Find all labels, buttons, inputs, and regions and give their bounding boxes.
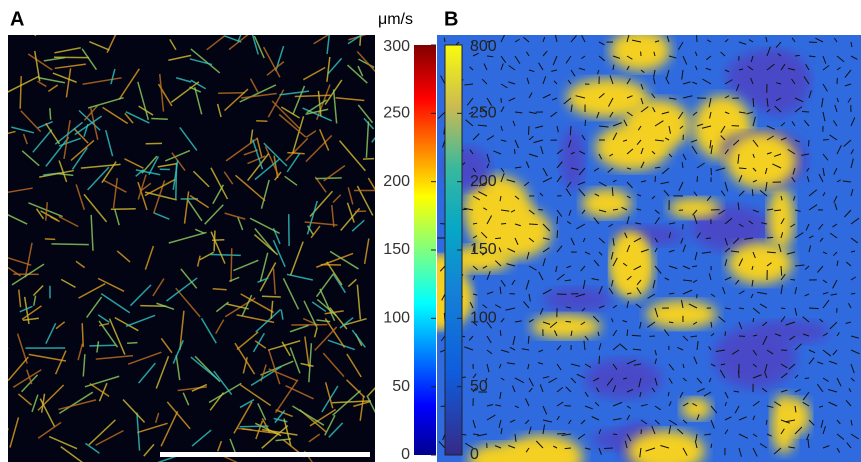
arrow <box>711 444 712 448</box>
streak <box>23 24 36 35</box>
arrow <box>725 331 726 336</box>
arrow <box>808 140 809 146</box>
colorbar-tick-label: 150 <box>383 241 410 258</box>
arrow <box>632 335 641 336</box>
streak <box>0 348 8 357</box>
arrow <box>697 176 698 182</box>
blob <box>681 398 712 420</box>
streak <box>51 244 88 245</box>
arrow <box>767 237 773 238</box>
arrow <box>528 126 529 135</box>
arrow <box>655 167 660 168</box>
blob <box>531 314 601 338</box>
blob <box>543 288 612 312</box>
arrow <box>795 55 800 56</box>
colorbar-tick-label: 150 <box>470 241 497 258</box>
colorbar-tick-label: 300 <box>470 38 497 55</box>
arrow <box>823 139 829 140</box>
arrow <box>557 230 558 238</box>
scale-bar <box>160 452 370 457</box>
colorbar-tick-label: 50 <box>470 378 488 395</box>
blob <box>595 124 669 170</box>
streak <box>127 343 137 344</box>
arrow <box>585 120 586 126</box>
blob <box>726 51 806 102</box>
panel-label: B <box>444 8 458 30</box>
colorbar-tick-label: 250 <box>470 105 497 122</box>
arrow <box>809 308 819 309</box>
arrow <box>739 168 746 169</box>
colorbar-tick-label: 200 <box>383 173 410 190</box>
arrow <box>627 330 628 336</box>
streak <box>4 428 8 444</box>
microscopy-image <box>0 16 393 462</box>
colorbar-tick-label: 200 <box>470 173 497 190</box>
blob <box>610 30 670 71</box>
arrow <box>851 293 855 294</box>
arrow <box>809 42 817 43</box>
arrow <box>557 216 558 224</box>
colorbar-tick-label: 100 <box>383 310 410 327</box>
arrow <box>781 266 782 276</box>
blob <box>567 78 649 117</box>
colorbar-tick-label: 0 <box>470 446 479 462</box>
arrow <box>781 308 785 309</box>
colorbar-tick-label: 0 <box>401 446 410 462</box>
streak <box>262 296 281 297</box>
streak <box>82 323 83 347</box>
blob <box>727 133 797 189</box>
blob <box>561 129 585 190</box>
arrow <box>565 448 571 449</box>
arrow <box>753 318 754 322</box>
arrow <box>538 209 543 210</box>
panel-label: A <box>10 8 24 30</box>
colorbar-tick-label: 100 <box>470 310 497 327</box>
arrow <box>500 330 501 336</box>
arrow <box>440 223 445 224</box>
colorbar-tick-label: 300 <box>383 38 410 55</box>
arrow <box>495 238 501 239</box>
streak <box>240 426 269 427</box>
colorbar-tick-label: 50 <box>392 378 410 395</box>
streak <box>210 255 241 256</box>
streak <box>50 108 51 119</box>
streak <box>89 345 115 346</box>
blob <box>612 231 648 291</box>
arrow <box>599 356 600 364</box>
streak <box>151 119 168 120</box>
streak <box>20 76 21 109</box>
colorbar-unit: μm/s <box>378 11 413 28</box>
arrow <box>613 434 617 435</box>
figure: A B μm/s 0 50 100 150 200 250 300 0 50 100 150 200 2… <box>0 0 861 462</box>
streak <box>0 91 8 97</box>
blob <box>582 189 632 218</box>
colorbar-tick-label: 250 <box>383 105 410 122</box>
arrow <box>692 266 697 267</box>
streak <box>213 289 227 290</box>
streak <box>231 248 232 282</box>
arrow <box>566 321 571 322</box>
